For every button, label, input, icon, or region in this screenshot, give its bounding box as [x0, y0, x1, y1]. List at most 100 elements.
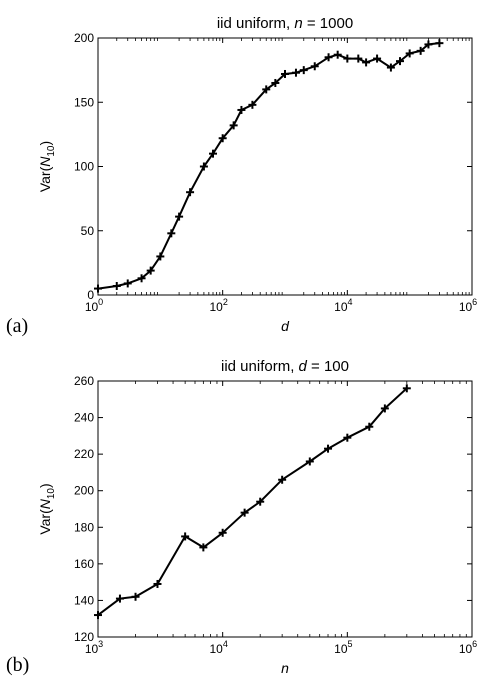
- chart-title: iid uniform, n = 1000: [217, 15, 353, 32]
- x-tick-label: 102: [209, 297, 227, 314]
- data-point: [343, 433, 352, 442]
- data-point: [94, 611, 102, 620]
- panel-label: (b): [6, 654, 29, 676]
- title-value: = 100: [307, 358, 349, 375]
- chart-panel-b: 103 104 105 106120140160180200220240260iid …: [6, 358, 477, 676]
- x-tick-label: 104: [334, 297, 352, 314]
- x-tick-label: 105: [334, 639, 352, 656]
- panel-label: (a): [6, 315, 28, 337]
- ylabel-subscript: 10: [46, 145, 57, 157]
- x-tick-base: 10: [85, 300, 99, 314]
- series-line: [97, 42, 440, 290]
- data-point: [229, 121, 238, 130]
- x-tick-base: 10: [459, 642, 473, 656]
- data-point: [199, 543, 208, 552]
- ylabel-func: Var(: [37, 166, 53, 192]
- chart-title: iid uniform, d = 100: [221, 358, 349, 375]
- ylabel-variable: N: [37, 498, 53, 509]
- title-value: = 1000: [303, 15, 353, 32]
- y-tick-label: 120: [74, 630, 94, 644]
- x-tick-label: 106: [459, 639, 477, 656]
- data-point: [262, 85, 271, 94]
- axes-box: [97, 380, 473, 638]
- data-point: [386, 63, 395, 72]
- data-point: [333, 50, 342, 59]
- data-point: [310, 62, 319, 71]
- data-point: [167, 229, 176, 238]
- y-tick-label: 180: [74, 520, 94, 534]
- y-tick-label: 50: [81, 224, 95, 238]
- data-point: [153, 579, 162, 588]
- title-text: iid uniform,: [217, 15, 295, 32]
- y-tick-label: 140: [74, 593, 94, 607]
- y-tick-label: 200: [74, 484, 94, 498]
- data-point: [218, 134, 227, 143]
- title-variable: n: [294, 15, 302, 32]
- data-point: [237, 105, 246, 114]
- x-tick-base: 10: [334, 300, 348, 314]
- data-point: [324, 444, 333, 453]
- ylabel-close: ): [37, 141, 53, 146]
- x-tick-exponent: 3: [98, 639, 103, 649]
- y-tick-label: 200: [74, 31, 94, 45]
- data-point: [131, 592, 140, 601]
- x-tick-exponent: 6: [472, 639, 477, 649]
- x-tick-base: 10: [85, 642, 99, 656]
- title-text: iid uniform,: [221, 358, 299, 375]
- x-tick-exponent: 0: [98, 297, 103, 307]
- x-tick-base: 10: [334, 642, 348, 656]
- data-point: [94, 284, 102, 293]
- x-axis-label: n: [281, 660, 289, 676]
- x-tick-exponent: 6: [472, 297, 477, 307]
- x-tick-exponent: 4: [348, 297, 353, 307]
- x-axis-label: d: [281, 318, 290, 334]
- data-point: [291, 68, 300, 77]
- data-point: [343, 54, 352, 63]
- data-point: [362, 58, 371, 67]
- data-point: [424, 40, 433, 49]
- data-point: [435, 39, 444, 48]
- data-point: [209, 149, 218, 158]
- y-tick-label: 240: [74, 411, 94, 425]
- x-tick-base: 10: [209, 300, 223, 314]
- data-point: [278, 475, 287, 484]
- data-point: [373, 54, 382, 63]
- data-point: [365, 422, 374, 431]
- data-point: [199, 162, 208, 171]
- data-point: [256, 497, 265, 506]
- y-tick-label: 260: [74, 374, 94, 388]
- data-point: [380, 404, 389, 413]
- data-point: [324, 53, 333, 62]
- y-tick-label: 100: [74, 160, 94, 174]
- y-axis-label: Var(N10): [37, 483, 57, 534]
- x-tick-base: 10: [209, 642, 223, 656]
- data-point: [115, 594, 124, 603]
- data-point: [181, 532, 190, 541]
- data-point: [156, 252, 165, 261]
- ylabel-variable: N: [37, 156, 53, 167]
- data-point: [299, 66, 308, 75]
- x-tick-label: 104: [209, 639, 227, 656]
- x-tick-label: 106: [459, 297, 477, 314]
- y-tick-label: 160: [74, 557, 94, 571]
- x-tick-exponent: 2: [223, 297, 228, 307]
- data-point: [175, 212, 184, 221]
- data-point: [354, 54, 363, 63]
- data-point: [396, 57, 405, 66]
- series-line: [97, 387, 408, 616]
- x-tick-exponent: 5: [348, 639, 353, 649]
- data-point: [186, 188, 195, 197]
- data-point: [137, 274, 146, 283]
- data-point: [146, 266, 155, 275]
- ylabel-func: Var(: [37, 509, 53, 535]
- ylabel-close: ): [37, 483, 53, 488]
- ylabel-subscript: 10: [46, 488, 57, 500]
- y-tick-label: 220: [74, 447, 94, 461]
- data-point: [402, 384, 411, 393]
- data-point: [248, 100, 257, 109]
- data-point: [218, 528, 227, 537]
- x-tick-label: 103: [85, 639, 103, 656]
- data-point: [240, 508, 249, 517]
